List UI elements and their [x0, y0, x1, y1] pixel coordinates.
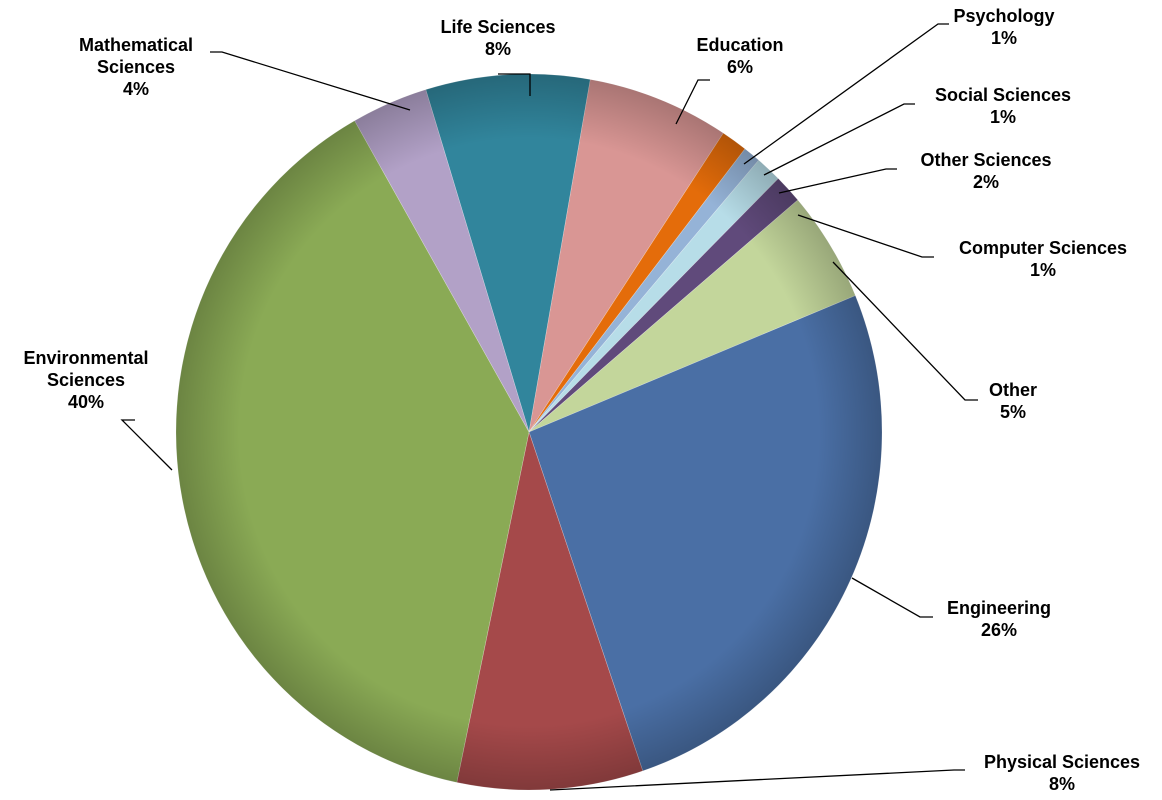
slice-label-line: Sciences: [97, 57, 175, 77]
leader-line: [832, 261, 978, 401]
leader-line: [778, 168, 897, 194]
leader-line: [797, 214, 934, 258]
slice-label-line: Sciences: [47, 370, 125, 390]
slice-label-line: Mathematical: [79, 35, 193, 55]
leader-line: [851, 577, 933, 618]
leader-line: [743, 23, 949, 165]
slice-label: Social Sciences 1%: [935, 85, 1071, 127]
slice-label-line: Other Sciences: [920, 150, 1051, 170]
slice-label-line: 6%: [727, 57, 753, 77]
slice-label-line: 1%: [990, 107, 1016, 127]
slice-label-line: 8%: [485, 39, 511, 59]
slice-label-line: Engineering: [947, 598, 1051, 618]
slice-label: Engineering 26%: [947, 598, 1051, 640]
slice-label: Education 6%: [696, 35, 783, 77]
slice-label-line: 1%: [991, 28, 1017, 48]
slice-label-line: Other: [989, 380, 1037, 400]
slice-label: Other Sciences 2%: [920, 150, 1051, 192]
slice-label: Physical Sciences 8%: [984, 752, 1140, 794]
slice-label: Life Sciences 8%: [440, 17, 555, 59]
leader-line: [120, 419, 173, 471]
leader-line: [763, 103, 915, 176]
slice-label-line: 1%: [1030, 260, 1056, 280]
leader-line: [210, 51, 411, 111]
slice-label-line: 2%: [973, 172, 999, 192]
slice-label-line: Life Sciences: [440, 17, 555, 37]
slice-label-line: Environmental: [23, 348, 148, 368]
slice-label: Other 5%: [989, 380, 1037, 422]
slice-label-line: Social Sciences: [935, 85, 1071, 105]
slice-label-line: Education: [696, 35, 783, 55]
slice-label: Environmental Sciences 40%: [23, 348, 148, 412]
slice-label: Psychology 1%: [953, 6, 1054, 48]
slice-label-line: 5%: [1000, 402, 1026, 422]
slice-label: Mathematical Sciences 4%: [79, 35, 193, 99]
slice-label: Computer Sciences 1%: [959, 238, 1127, 280]
slice-label-line: 26%: [981, 620, 1017, 640]
slice-label-line: Computer Sciences: [959, 238, 1127, 258]
leader-line: [675, 79, 710, 125]
slice-label-line: Psychology: [953, 6, 1054, 26]
pie-slices: [175, 73, 883, 791]
slice-label-line: Physical Sciences: [984, 752, 1140, 772]
slice-label-line: 4%: [123, 79, 149, 99]
slice-labels: Life Sciences 8% Education 6%Psychology 1%So…: [23, 6, 1140, 794]
leader-lines: [120, 23, 978, 791]
slice-label-line: 40%: [68, 392, 104, 412]
slice-label-line: 8%: [1049, 774, 1075, 794]
leader-line: [498, 73, 531, 96]
leader-line: [549, 769, 965, 791]
